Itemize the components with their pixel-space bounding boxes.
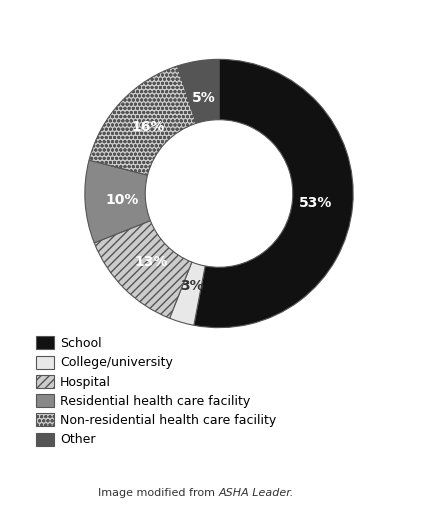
Wedge shape (170, 262, 205, 325)
Text: Image modified from: Image modified from (99, 488, 219, 498)
Wedge shape (85, 160, 150, 243)
Text: 10%: 10% (106, 192, 139, 206)
Text: ASHA Leader.: ASHA Leader. (219, 488, 294, 498)
Wedge shape (194, 59, 353, 328)
Wedge shape (177, 59, 219, 123)
Text: 5%: 5% (192, 91, 216, 105)
Wedge shape (94, 221, 192, 318)
Text: 16%: 16% (132, 120, 165, 134)
Text: 3%: 3% (180, 279, 204, 293)
Legend: School, College/university, Hospital, Residential health care facility, Non-resi: School, College/university, Hospital, Re… (36, 336, 276, 446)
Text: 53%: 53% (298, 196, 332, 209)
Wedge shape (89, 66, 196, 175)
Text: 13%: 13% (134, 255, 167, 269)
